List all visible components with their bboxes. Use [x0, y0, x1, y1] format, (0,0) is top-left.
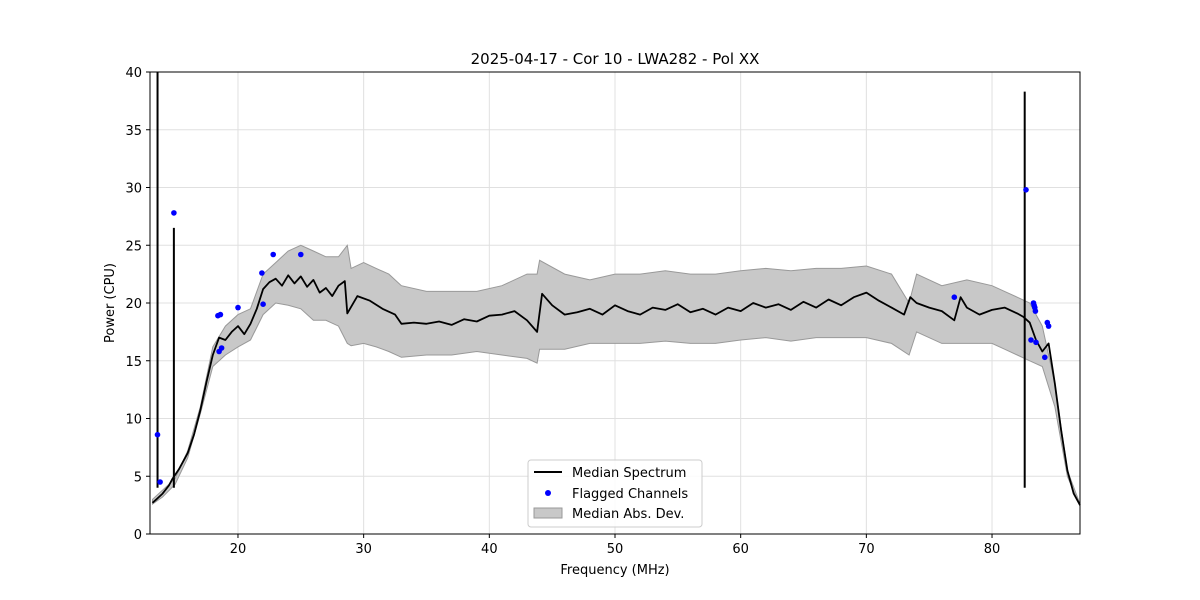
y-axis: 0 5 10 15 20 25 30 35 40	[125, 66, 150, 543]
x-axis-label: Frequency (MHz)	[560, 563, 669, 578]
flagged-channel-point	[1028, 337, 1034, 343]
x-tick-label: 50	[607, 542, 624, 557]
flagged-channel-point	[1033, 339, 1039, 346]
flagged-channel-point	[260, 301, 266, 308]
flagged-channel-point	[154, 431, 161, 438]
flagged-channels-series	[154, 187, 1052, 485]
flagged-channel-point	[1045, 323, 1052, 329]
flagged-channel-point	[1042, 354, 1048, 361]
flagged-channel-point	[218, 345, 225, 351]
legend-flagged-label: Flagged Channels	[572, 487, 688, 502]
y-tick-label: 25	[125, 239, 142, 254]
x-tick-label: 80	[984, 542, 1001, 557]
y-tick-label: 35	[125, 124, 142, 139]
median-spectrum-line	[151, 274, 1081, 506]
x-tick-label: 40	[481, 542, 498, 557]
flagged-channel-point	[157, 479, 163, 485]
flagged-channel-point	[171, 210, 177, 216]
y-tick-label: 30	[125, 182, 142, 197]
flagged-channel-point	[298, 251, 304, 258]
y-tick-label: 0	[134, 528, 142, 543]
chart-title: 2025-04-17 - Cor 10 - LWA282 - Pol XX	[471, 50, 760, 68]
y-axis-label: Power (CPU)	[103, 263, 118, 343]
flagged-channel-point	[235, 304, 241, 311]
flagged-channel-point	[217, 311, 224, 318]
x-tick-label: 20	[230, 542, 247, 557]
plot-area	[149, 71, 1081, 535]
x-tick-label: 60	[732, 542, 749, 557]
y-tick-label: 20	[125, 297, 142, 312]
y-tick-label: 5	[134, 470, 142, 485]
legend-median-label: Median Spectrum	[572, 466, 686, 481]
y-tick-label: 10	[125, 413, 142, 428]
x-axis: 20 30 40 50 60 70 80	[230, 534, 1001, 557]
x-tick-label: 70	[858, 542, 875, 557]
flagged-channel-point	[1023, 187, 1029, 193]
flagged-channel-point	[951, 294, 958, 301]
legend-mad-band-swatch	[533, 507, 563, 519]
flagged-channel-point	[1032, 308, 1039, 314]
flagged-channel-point	[259, 270, 265, 276]
y-tick-label: 15	[125, 355, 142, 370]
y-tick-label: 40	[125, 66, 142, 81]
median-spectrum-series	[151, 72, 1081, 506]
legend: Median Spectrum Flagged Channels Median …	[527, 459, 703, 528]
x-tick-label: 30	[355, 542, 372, 557]
legend-mad-label: Median Abs. Dev.	[572, 507, 684, 522]
legend-flagged-marker-swatch	[545, 490, 551, 496]
legend-box	[527, 459, 703, 528]
flagged-channel-point	[270, 251, 277, 258]
